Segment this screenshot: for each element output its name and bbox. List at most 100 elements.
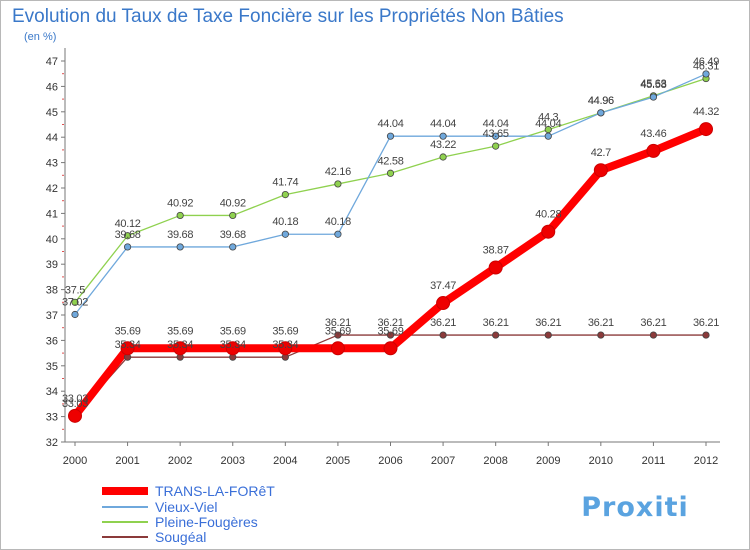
x-tick-label: 2001 — [115, 455, 139, 467]
data-label: 44.04 — [535, 118, 561, 130]
data-label: 44.04 — [430, 118, 456, 130]
data-point — [281, 230, 289, 238]
x-tick-label: 2002 — [168, 455, 192, 467]
y-tick-label: 40 — [46, 234, 58, 246]
data-point — [488, 260, 503, 275]
data-label: 43.65 — [483, 128, 509, 140]
data-point — [439, 331, 447, 339]
data-label: 43.22 — [430, 139, 456, 151]
data-point — [544, 132, 552, 140]
x-tick-label: 2008 — [483, 455, 507, 467]
y-tick-label: 45 — [46, 107, 58, 119]
data-labels: 33.03 35.69 35.69 35.69 35.69 35.69 35.69 37.47… — [62, 56, 720, 410]
y-tick-label: 42 — [46, 183, 58, 195]
data-label: 36.21 — [535, 317, 561, 329]
y-tick-label: 34 — [46, 386, 58, 398]
data-label: 36.21 — [693, 317, 719, 329]
legend: TRANS-LA-FORêTVieux-VielPleine-FougèresS… — [102, 483, 275, 545]
data-point — [439, 132, 447, 140]
data-label: 35.34 — [272, 339, 298, 351]
data-label: 40.12 — [115, 218, 141, 230]
data-label: 40.18 — [272, 216, 298, 228]
data-point — [71, 298, 79, 306]
data-label: 35.69 — [220, 325, 246, 337]
data-label: 36.21 — [377, 317, 403, 329]
data-label: 35.69 — [167, 325, 193, 337]
data-label: 42.16 — [325, 166, 351, 178]
x-tick-label: 2003 — [221, 455, 245, 467]
data-point — [597, 331, 605, 339]
data-point — [278, 341, 293, 356]
series-points — [68, 70, 713, 423]
data-point — [646, 143, 661, 158]
data-point — [176, 211, 184, 220]
y-tick-label: 37 — [46, 310, 58, 322]
data-point — [541, 224, 556, 239]
data-point — [123, 232, 132, 240]
data-label: 44.96 — [588, 95, 614, 107]
x-tick-label: 2005 — [326, 455, 350, 467]
data-label: 36.21 — [430, 317, 456, 329]
x-tick-label: 2000 — [63, 455, 87, 467]
data-label: 45.58 — [640, 79, 666, 91]
data-point — [492, 132, 500, 140]
data-point — [649, 93, 658, 101]
data-point — [386, 331, 395, 339]
data-point — [386, 132, 395, 140]
data-label: 35.69 — [272, 325, 298, 337]
y-tick-label: 47 — [46, 56, 58, 68]
data-label: 44.3 — [538, 112, 558, 124]
legend-label-3: Sougéal — [155, 529, 206, 545]
data-point — [436, 296, 451, 311]
data-point — [492, 331, 500, 339]
legend-label-1: Vieux-Viel — [155, 499, 218, 515]
y-tick-label: 35 — [46, 361, 58, 373]
y-tick-label: 32 — [46, 437, 58, 449]
data-label: 46.49 — [693, 56, 719, 68]
data-label: 40.18 — [325, 216, 351, 228]
chart-subtitle: (en %) — [24, 31, 56, 43]
data-point — [649, 331, 658, 339]
data-label: 37.47 — [430, 280, 456, 292]
data-label: 44.04 — [483, 118, 509, 130]
data-label: 39.68 — [115, 229, 141, 241]
data-point — [383, 341, 398, 356]
data-label: 39.68 — [167, 229, 193, 241]
x-tick-label: 2010 — [589, 455, 613, 467]
data-label: 36.21 — [325, 317, 351, 329]
axes: 32 33 34 35 36 37 38 39 40 41 42 43 44 45 46 47 2000 2001… — [46, 48, 720, 467]
data-label: 40.28 — [535, 209, 561, 221]
data-point — [439, 153, 447, 161]
data-label: 45.63 — [640, 78, 666, 90]
data-point — [330, 341, 345, 356]
x-tick-label: 2006 — [378, 455, 402, 467]
data-label: 36.21 — [588, 317, 614, 329]
x-tick-label: 2012 — [694, 455, 718, 467]
data-label: 41.74 — [272, 177, 298, 189]
data-label: 33.03 — [62, 398, 88, 410]
data-label: 42.58 — [377, 155, 403, 167]
y-tick-label: 43 — [46, 158, 58, 170]
data-point — [68, 408, 82, 423]
data-label: 44.32 — [693, 106, 719, 118]
data-point — [176, 243, 184, 251]
data-label: 46.31 — [693, 61, 719, 73]
data-label: 33.03 — [62, 393, 88, 405]
legend-label-2: Pleine-Fougères — [155, 514, 258, 530]
data-label: 40.92 — [167, 197, 193, 209]
data-point — [120, 341, 135, 356]
data-label: 43.46 — [640, 128, 666, 140]
data-point — [597, 109, 605, 117]
data-label: 35.69 — [377, 325, 403, 337]
data-label: 38.87 — [483, 245, 509, 257]
data-label: 37.02 — [62, 296, 88, 308]
y-tick-label: 33 — [46, 412, 58, 424]
chart-title: Evolution du Taux de Taxe Foncière sur l… — [12, 6, 564, 27]
proxiti-logo: Proxiti — [581, 492, 689, 523]
data-point — [334, 331, 342, 339]
y-tick-label: 44 — [46, 132, 58, 144]
proxiti-logo-text: Proxiti — [581, 492, 689, 523]
x-tick-label: 2007 — [431, 455, 455, 467]
